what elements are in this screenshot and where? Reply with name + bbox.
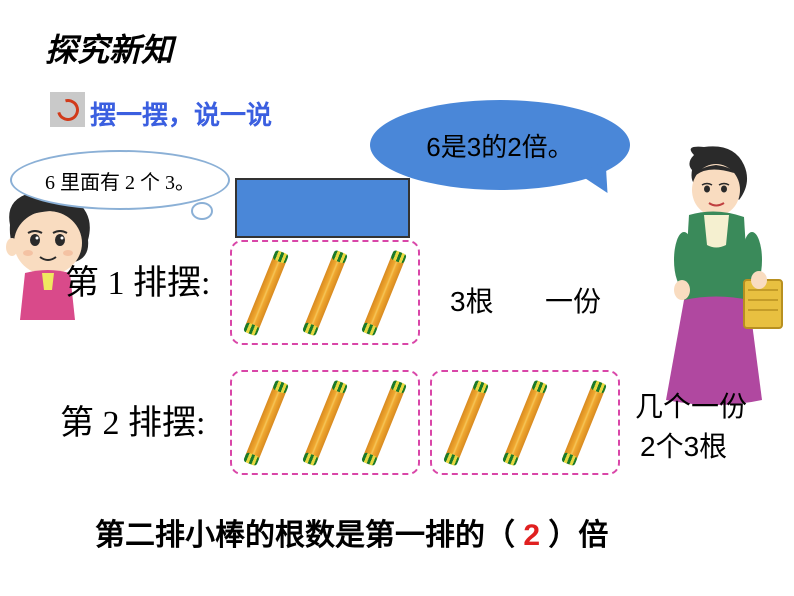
stick-group-2 <box>230 370 420 475</box>
stick-icon <box>361 379 407 466</box>
label-3sticks: 3根 <box>450 280 494 320</box>
blue-rectangle <box>235 178 410 238</box>
thought-text: 6 里面有 2 个 3。 <box>45 166 195 195</box>
teacher-illustration <box>644 145 794 410</box>
stick-icon <box>243 249 289 336</box>
page-title: 探究新知 <box>45 25 173 71</box>
row1-label: 第 1 排摆: <box>65 255 210 304</box>
stick-icon <box>361 249 407 336</box>
stick-icon <box>443 379 489 466</box>
swirl-icon <box>50 92 85 127</box>
stick-group-1 <box>230 240 420 345</box>
label-how-many-portions: 几个一份 <box>635 385 747 425</box>
thought-bubble: 6 里面有 2 个 3。 <box>10 150 230 210</box>
subtitle: 摆一摆，说一说 <box>90 95 272 132</box>
stick-group-3 <box>430 370 620 475</box>
conclusion-part1: 第二排小棒的根数是第一排的（ <box>95 519 515 552</box>
row2-label: 第 2 排摆: <box>60 395 205 444</box>
label-one-portion: 一份 <box>545 280 601 320</box>
stick-icon <box>302 249 348 336</box>
speech-text: 6是3的2倍。 <box>426 127 573 164</box>
conclusion-answer: 2 <box>515 519 548 552</box>
stick-icon <box>561 379 607 466</box>
speech-bubble: 6是3的2倍。 <box>370 100 630 190</box>
stick-icon <box>243 379 289 466</box>
conclusion-part2: ）倍 <box>548 519 608 552</box>
label-two-threes: 2个3根 <box>640 425 727 465</box>
stick-icon <box>502 379 548 466</box>
conclusion-text: 第二排小棒的根数是第一排的（ 2 ）倍 <box>95 510 608 554</box>
stick-icon <box>302 379 348 466</box>
